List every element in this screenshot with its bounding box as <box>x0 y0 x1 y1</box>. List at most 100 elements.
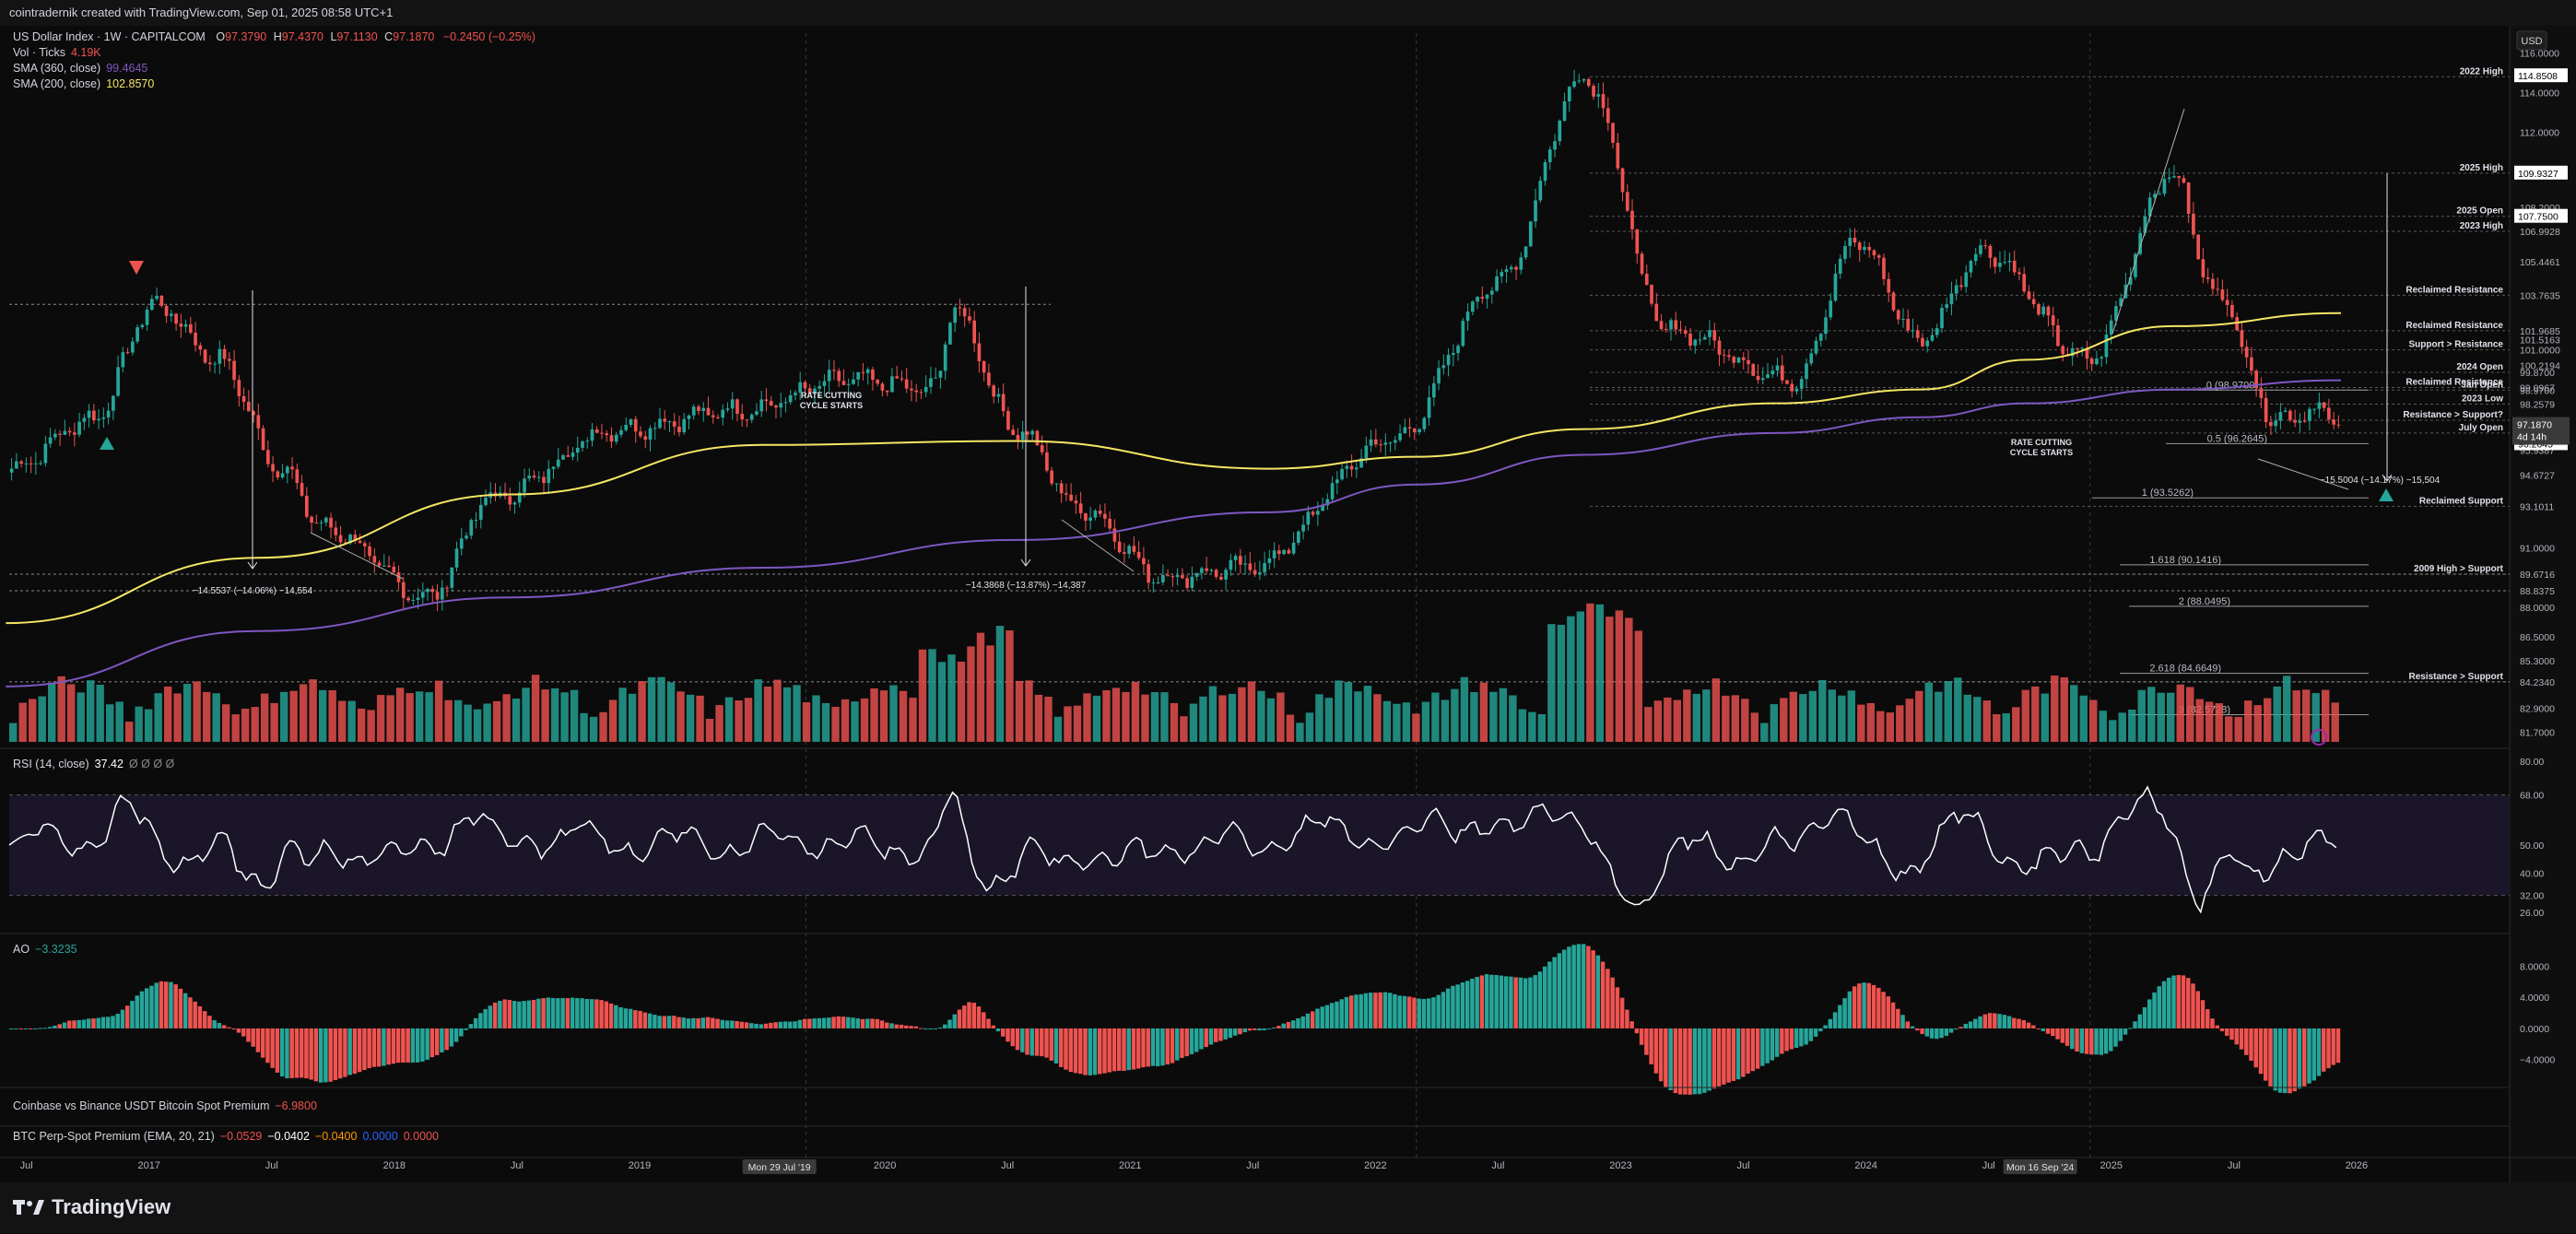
volume-bar <box>163 686 172 742</box>
ao-bar <box>115 1014 120 1028</box>
ao-bar <box>1857 983 1862 1028</box>
ao-bar <box>599 1000 604 1028</box>
candle-body <box>2128 276 2133 285</box>
candle-body <box>566 454 570 457</box>
candle-body <box>2080 347 2085 349</box>
candle-body <box>2336 424 2341 426</box>
volume-bar <box>2012 707 2020 742</box>
ao-bar <box>1876 987 1881 1028</box>
ao-bar <box>763 1023 769 1028</box>
candle-body <box>2109 320 2113 335</box>
ao-bar <box>1010 1028 1015 1047</box>
ao-bar <box>580 998 584 1028</box>
ao-bar <box>1053 1028 1059 1064</box>
ao-bar <box>976 1006 982 1028</box>
candle-body <box>1669 320 1673 330</box>
ao-bar <box>744 1022 749 1028</box>
ao-bar <box>2307 1028 2311 1084</box>
ao-bar <box>1049 1028 1053 1061</box>
ao-bar <box>347 1028 352 1075</box>
candle-body <box>1562 100 1567 121</box>
volume-bar <box>976 632 985 742</box>
ao-bar <box>647 1013 653 1028</box>
measure-arrow-2-head <box>1020 558 1031 567</box>
currency-button[interactable] <box>2516 30 2547 51</box>
candle-body <box>794 393 797 395</box>
ao-bar <box>1088 1028 1092 1075</box>
volume-bar <box>1711 678 1721 742</box>
volume-bar <box>1228 693 1237 742</box>
ao-bar <box>986 1018 991 1028</box>
candle-body <box>1717 340 1722 355</box>
candle-body <box>1112 528 1117 542</box>
volume-bar <box>1324 698 1334 742</box>
ao-bar <box>982 1012 986 1028</box>
ao-bar <box>1117 1028 1122 1071</box>
main-legend: US Dollar Index · 1W · CAPITALCOM O97.37… <box>13 30 535 90</box>
ao-bar <box>1552 957 1557 1028</box>
candle-body <box>97 418 100 421</box>
candle-body <box>87 410 91 418</box>
candle-body <box>1760 378 1765 381</box>
volume-bar <box>1382 700 1392 742</box>
tradingview-brand[interactable]: TradingView <box>13 1195 171 1219</box>
volume-bar <box>2244 700 2253 742</box>
candle-body <box>368 546 371 557</box>
rsi-tick-5: 26.00 <box>2520 908 2544 919</box>
ao-bar <box>2036 1028 2041 1029</box>
ao-bar <box>1818 1028 1823 1032</box>
volume-bar <box>1199 696 1207 742</box>
ao-bar <box>1716 1028 1722 1087</box>
candle-body <box>740 413 745 420</box>
candle-body <box>1959 285 1963 288</box>
volume-bar <box>1073 705 1082 742</box>
ao-bar <box>556 998 560 1028</box>
candle-body <box>170 313 173 316</box>
candle-body <box>1969 261 1973 273</box>
ao-bar <box>1915 1028 1920 1031</box>
fib-label-1: 1 (93.5262) <box>2142 488 2194 499</box>
ao-bar <box>163 981 169 1028</box>
btcperp-value-1: −0.0529 <box>220 1130 263 1143</box>
candle-body <box>465 535 468 539</box>
moving-averages <box>6 311 2342 688</box>
price-tick-6: 106.9928 <box>2520 227 2560 238</box>
candle-body <box>923 386 928 393</box>
ao-bar <box>1625 1009 1629 1028</box>
ao-bar <box>169 981 173 1028</box>
ao-bar <box>788 1021 793 1028</box>
ao-bar <box>1804 1028 1808 1045</box>
candle-body <box>2220 289 2225 300</box>
candle-body <box>2046 306 2051 316</box>
ao-bar <box>91 1018 96 1028</box>
time-label-6: 2020 <box>874 1160 896 1171</box>
candle-body <box>648 428 653 441</box>
candle-body <box>968 316 971 321</box>
volume-bar <box>434 680 443 742</box>
price-tick-13: 99.8700 <box>2520 368 2555 379</box>
candle-body <box>362 543 367 546</box>
candle-body <box>140 324 145 328</box>
candle-body <box>798 382 803 394</box>
ao-bar <box>1445 988 1451 1028</box>
volume-bar <box>705 718 714 742</box>
ao-bar <box>28 1028 33 1029</box>
candle-body <box>1674 320 1678 330</box>
ao-bar <box>434 1028 440 1055</box>
volume-bar <box>666 682 676 742</box>
ao-bar <box>1653 1028 1659 1074</box>
ao-bar <box>1412 997 1417 1028</box>
trend-line-2 <box>2111 108 2185 335</box>
tradingview-chart[interactable]: USD 2022 High 2025 High 2025 Open 2023 High… <box>0 26 2576 1182</box>
ao-bar <box>2239 1028 2244 1050</box>
candle-body <box>581 441 584 448</box>
candle-body <box>1441 365 1446 369</box>
price-box-1 <box>2514 165 2568 180</box>
volume-bar <box>1044 696 1053 742</box>
currency-label[interactable]: USD <box>2521 36 2542 47</box>
volume-bar <box>47 684 56 742</box>
svg-text:BTC Perp-Spot Premium (EMA, 20: BTC Perp-Spot Premium (EMA, 20, 21) −0.05… <box>13 1130 439 1143</box>
price-tick-26: 88.0000 <box>2520 603 2555 614</box>
ao-bar <box>453 1028 459 1042</box>
candle-body <box>512 502 517 505</box>
